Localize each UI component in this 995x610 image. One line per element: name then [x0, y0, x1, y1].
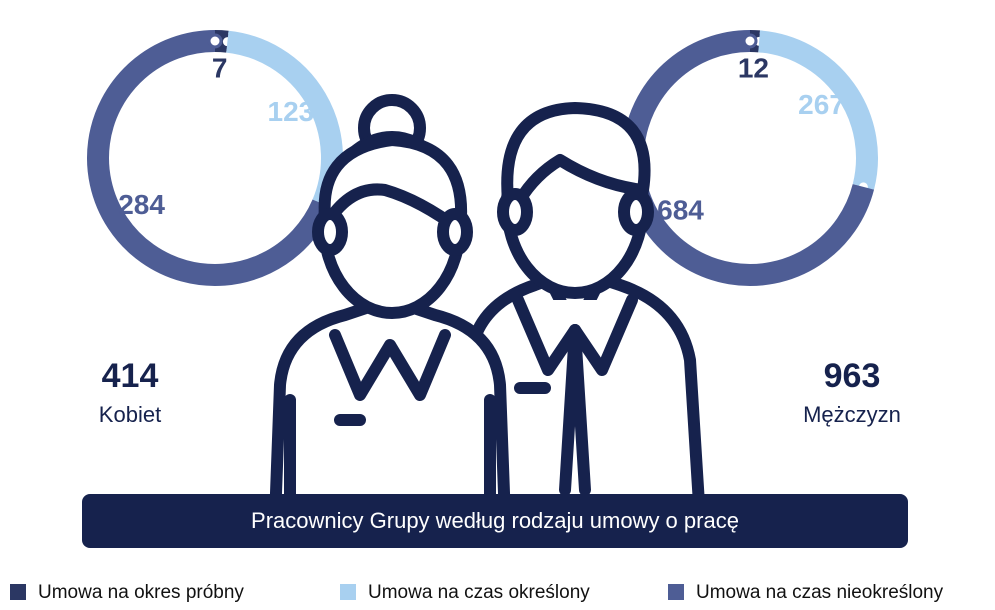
- chart-title: Pracownicy Grupy według rodzaju umowy o …: [251, 508, 739, 533]
- data-label: 684: [657, 194, 704, 225]
- legend-label: Umowa na okres próbny: [38, 582, 244, 603]
- data-label: 123: [268, 96, 315, 127]
- donuts: 7 123 284 12 267 684: [98, 35, 869, 275]
- total-men: 963: [824, 357, 881, 395]
- total-men-label: Mężczyzn: [803, 402, 901, 427]
- infographic: 712328412267684 414 Kobiet 963 Mężczyzn …: [0, 0, 995, 605]
- data-label: 7: [212, 53, 228, 84]
- total-women-label: Kobiet: [99, 402, 161, 427]
- data-label: 267: [798, 89, 845, 120]
- data-label: 284: [118, 189, 165, 220]
- total-women: 414: [102, 357, 159, 395]
- legend-swatch: [668, 584, 684, 600]
- legend-label: Umowa na czas określony: [368, 582, 590, 603]
- segment-dot: [209, 35, 221, 47]
- legend-label: Umowa na czas nieokreślony: [696, 582, 944, 603]
- legend-swatch: [340, 584, 356, 600]
- legend-swatch: [10, 584, 26, 600]
- legend: Umowa na okres próbny Umowa na czas okreś…: [10, 582, 944, 603]
- data-label: 12: [738, 52, 769, 83]
- people-icon: [275, 100, 700, 520]
- segment-dot: [744, 35, 756, 47]
